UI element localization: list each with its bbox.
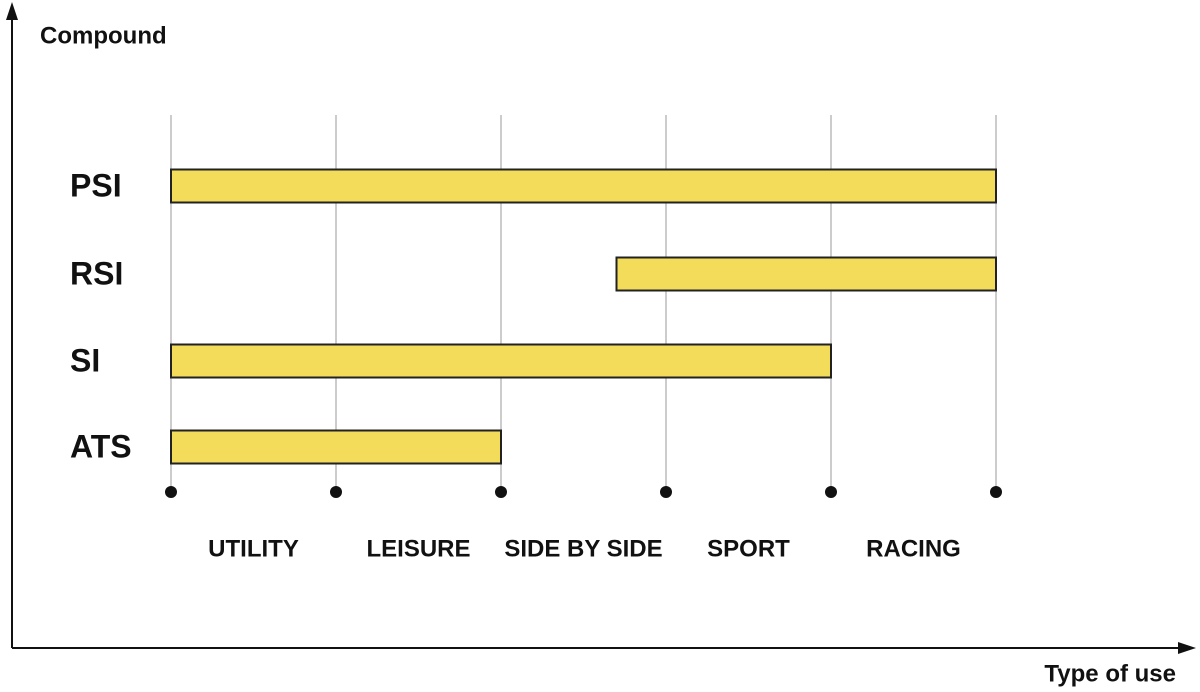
- y-category-label: RSI: [70, 255, 123, 291]
- tick-dot: [330, 486, 342, 498]
- y-category-label: PSI: [70, 167, 122, 203]
- y-category-label: ATS: [70, 428, 132, 464]
- x-category-label: LEISURE: [366, 535, 470, 562]
- bar: [170, 343, 832, 379]
- x-axis-arrow: [1178, 642, 1196, 654]
- y-axis-label: Compound: [40, 22, 167, 49]
- x-category-label: UTILITY: [208, 535, 299, 562]
- tick-dot: [165, 486, 177, 498]
- x-category-label: SPORT: [707, 535, 790, 562]
- tick-dot: [660, 486, 672, 498]
- bar: [170, 429, 502, 465]
- bar: [170, 168, 997, 204]
- x-axis-label: Type of use: [1044, 660, 1176, 687]
- bar: [615, 256, 997, 292]
- tick-dot: [825, 486, 837, 498]
- y-axis-arrow: [6, 2, 18, 20]
- tick-dot: [495, 486, 507, 498]
- y-category-label: SI: [70, 342, 100, 378]
- x-category-label: SIDE BY SIDE: [504, 535, 662, 562]
- x-category-label: RACING: [866, 535, 961, 562]
- tick-dot: [990, 486, 1002, 498]
